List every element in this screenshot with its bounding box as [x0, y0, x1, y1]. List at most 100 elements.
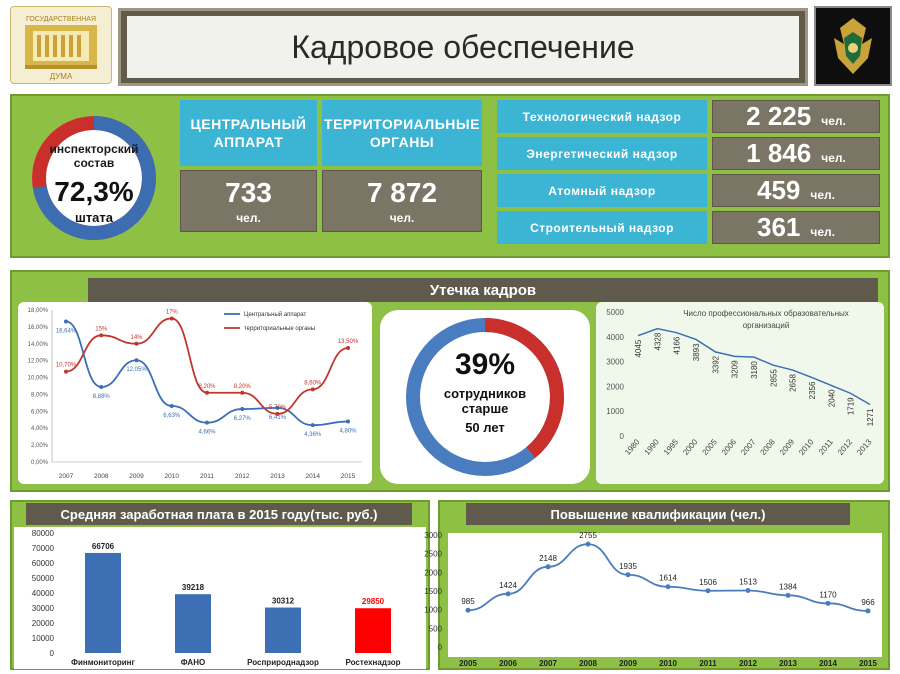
territorial-unit: чел.: [389, 211, 415, 225]
data-label: 5,70%: [269, 405, 287, 411]
x-tick-label: 2006: [720, 437, 739, 457]
supervision-value-box: 2 225 чел.: [712, 100, 880, 133]
x-tick-label: 2010: [659, 659, 677, 668]
series-point: [585, 541, 591, 547]
y-tick-label: 4000: [606, 333, 624, 342]
series-point: [64, 369, 68, 374]
x-tick-label: Ростехнадзор: [345, 658, 400, 667]
supervision-unit: чел.: [821, 150, 846, 165]
series-point: [785, 592, 791, 598]
data-label: 2040: [827, 389, 836, 407]
data-label: 3392: [711, 355, 720, 373]
data-label: 12,05%: [126, 367, 147, 373]
y-tick-label: 8,00%: [31, 392, 49, 398]
y-tick-label: 3000: [424, 531, 442, 540]
older-staff-donut-chart: [406, 318, 564, 476]
data-label: 3893: [692, 343, 701, 361]
x-tick-label: 1980: [623, 437, 642, 457]
leak-chart-card: 0,00% 2,00% 4,00% 6,00% 8,00% 10,00% 12,00% 14,…: [18, 302, 372, 484]
supervision-value-box: 1 846 чел.: [712, 137, 880, 170]
data-label: 985: [461, 597, 475, 606]
territorial-value-box: 7 872 чел.: [322, 170, 482, 232]
central-unit: чел.: [236, 211, 261, 225]
central-label: ЦЕНТРАЛЬНЫЙ АППАРАТ: [180, 100, 317, 166]
supervision-unit: чел.: [810, 224, 835, 239]
x-tick-label: 2013: [270, 473, 285, 480]
data-label: 2148: [539, 554, 557, 563]
x-tick-label: 2015: [341, 473, 356, 480]
series-point: [310, 423, 315, 428]
supervision-value: 1 846: [746, 138, 812, 168]
y-tick-label: 2000: [606, 382, 624, 391]
supervision-value: 459: [757, 175, 801, 205]
supervision-label: Строительный надзор: [497, 211, 707, 244]
chart-title: Число профессиональных образовательных: [683, 309, 849, 318]
central-value: 733: [225, 177, 272, 208]
y-tick-label: 0: [50, 649, 55, 658]
y-tick-label: 10000: [32, 634, 55, 643]
supervision-label: Атомный надзор: [497, 174, 707, 207]
y-tick-label: 80000: [32, 529, 55, 538]
rostekhnadzor-emblem: [814, 6, 892, 86]
donut-label-top: инспекторский состав: [49, 142, 139, 170]
data-label: 2356: [808, 381, 817, 399]
duma-logo: ГОСУДАРСТВЕННАЯ ДУМА: [10, 6, 112, 84]
organizations-line-chart: 0 1000 2000 3000 4000 5000 4045 4328 4166 3893 339…: [606, 308, 875, 457]
x-tick-label: 2012: [235, 473, 250, 480]
chart-title-line2: организаций: [743, 321, 790, 330]
y-tick-label: 1000: [424, 606, 442, 615]
x-tick-label: 2014: [306, 473, 321, 480]
y-tick-label: 18,00%: [28, 308, 49, 314]
series-point: [99, 333, 104, 338]
data-label: 39218: [182, 583, 205, 592]
data-label: 4,80%: [339, 428, 357, 434]
x-tick-label: 1990: [643, 437, 662, 457]
data-label: 1384: [779, 582, 797, 591]
training-chart-card: 0 500 1000 1500 2000 2500 3000 985 2005 1424 2006 2…: [412, 527, 888, 669]
duma-logo-icon: ГОСУДАРСТВЕННАЯ ДУМА: [25, 16, 97, 81]
data-label: 4045: [634, 339, 643, 357]
training-line-chart: 0 500 1000 1500 2000 2500 3000 985 2005 1424 2006 2…: [424, 531, 882, 668]
x-tick-label: 2008: [579, 659, 597, 668]
data-label: 8,20%: [198, 384, 216, 390]
series-point: [99, 385, 104, 390]
data-label: 3180: [750, 361, 759, 379]
y-tick-label: 3000: [606, 358, 624, 367]
x-tick-label: 2009: [619, 659, 637, 668]
title-bar: Кадровое обеспечение: [118, 8, 808, 86]
bar: [355, 608, 391, 653]
bar: [85, 552, 121, 653]
data-label: 14%: [130, 335, 143, 341]
series-point: [505, 591, 511, 597]
data-label: 2855: [769, 369, 778, 387]
inspector-donut: инспекторский состав 72,3% штата: [14, 102, 174, 252]
series-line: [65, 320, 349, 427]
data-label: 8,20%: [234, 384, 252, 390]
data-label: 16,64%: [56, 328, 77, 334]
y-tick-label: 30000: [32, 604, 55, 613]
x-tick-label: 2015: [859, 659, 877, 668]
y-tick-label: 40000: [32, 589, 55, 598]
organizations-chart-card: 0 1000 2000 3000 4000 5000 4045 4328 4166 3893 339…: [596, 302, 884, 484]
data-label: 1935: [619, 562, 637, 571]
x-tick-label: 2005: [701, 437, 720, 457]
inspector-donut-chart: [32, 116, 156, 240]
x-tick-label: 2014: [819, 659, 837, 668]
territorial-value: 7 872: [366, 177, 438, 208]
y-tick-label: 2,00%: [31, 443, 49, 449]
data-label: 6,27%: [234, 416, 252, 422]
y-tick-label: 70000: [32, 544, 55, 553]
x-tick-label: 2011: [817, 437, 835, 456]
data-label: 8,88%: [93, 394, 111, 400]
series-line: [637, 327, 871, 406]
supervision-value: 361: [757, 212, 801, 242]
salary-banner: Средняя заработная плата в 2015 году(тыс…: [26, 503, 412, 525]
series-point: [705, 588, 711, 594]
data-label: 966: [861, 598, 875, 607]
bar: [175, 594, 211, 653]
older-value: 39%: [454, 348, 516, 381]
supervision-label: Технологический надзор: [497, 100, 707, 133]
page-title: Кадровое обеспечение: [127, 16, 799, 78]
x-tick-label: 2012: [739, 659, 757, 668]
series-point: [205, 390, 209, 395]
